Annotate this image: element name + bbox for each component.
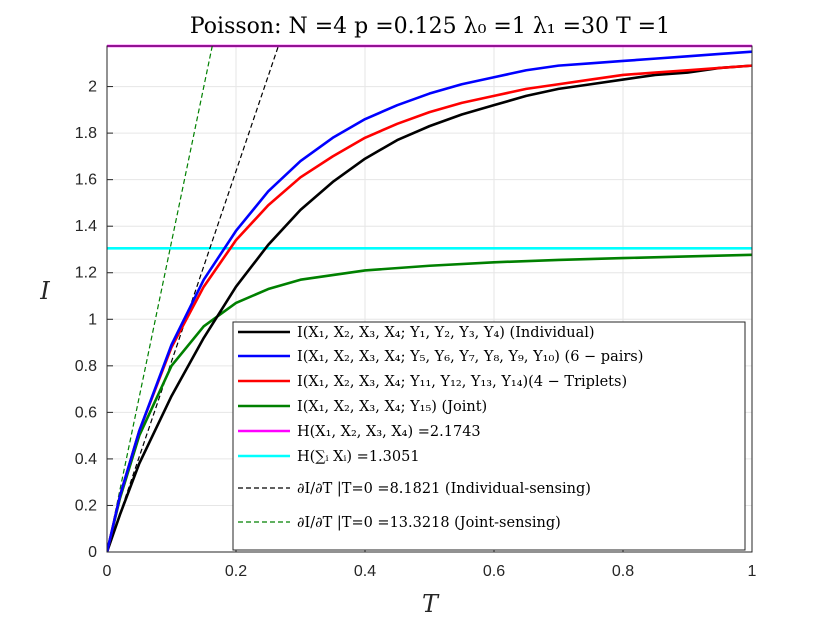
legend-label-4: H(X₁, X₂, X₃, X₄) =2.1743 bbox=[297, 424, 481, 440]
legend-label-3: I(X₁, X₂, X₃, X₄; Y₁₅) (Joint) bbox=[297, 399, 487, 415]
legend-label-5: H(∑ᵢ Xᵢ) =1.3051 bbox=[297, 449, 420, 465]
legend-label-7: ∂I/∂T |T=0 =13.3218 (Joint-sensing) bbox=[297, 515, 561, 531]
y-tick-label: 0 bbox=[88, 544, 97, 561]
series-line-0 bbox=[107, 64, 752, 552]
x-tick-label: 0 bbox=[103, 563, 112, 580]
plot-area-border bbox=[106, 45, 753, 553]
x-tick-label: 0.8 bbox=[612, 563, 634, 580]
series-line-3 bbox=[107, 253, 752, 552]
x-axis-ticks: 0 0.2 0.4 0.6 0.8 1 bbox=[103, 546, 757, 580]
series-line-7 bbox=[107, 45, 213, 552]
x-tick-label: 0.6 bbox=[483, 563, 505, 580]
chart-title: Poisson: N =4 p =0.125 λ₀ =1 λ₁ =30 T =1 bbox=[190, 14, 670, 39]
y-tick-label: 0.6 bbox=[75, 404, 97, 421]
series-line-1 bbox=[107, 50, 752, 552]
y-tick-label: 1.2 bbox=[75, 265, 97, 282]
x-tick-label: 1 bbox=[748, 563, 757, 580]
legend-box bbox=[232, 321, 746, 551]
y-tick-label: 0.4 bbox=[75, 451, 97, 468]
y-tick-label: 2 bbox=[88, 79, 97, 96]
y-axis-ticks: 0 0.2 0.4 0.6 0.8 1 1.2 1.4 1.6 1.8 2 bbox=[75, 79, 113, 561]
legend-label-0: I(X₁, X₂, X₃, X₄; Y₁, Y₂, Y₃, Y₄) (Indiv… bbox=[297, 325, 595, 341]
legend-label-2: I(X₁, X₂, X₃, X₄; Y₁₁, Y₁₂, Y₁₃, Y₁₄)(4 … bbox=[297, 374, 627, 390]
x-axis-label: T bbox=[422, 590, 440, 618]
legend-label-1: I(X₁, X₂, X₃, X₄; Y₅, Y₆, Y₇, Y₈, Y₉, Y₁… bbox=[297, 349, 643, 365]
y-tick-label: 1.6 bbox=[75, 172, 97, 189]
y-tick-label: 0.8 bbox=[75, 358, 97, 375]
y-axis-label: I bbox=[39, 277, 50, 305]
y-tick-label: 1.4 bbox=[75, 218, 97, 235]
x-tick-label: 0.2 bbox=[225, 563, 247, 580]
x-tick-label: 0.4 bbox=[354, 563, 376, 580]
series-line-2 bbox=[107, 64, 752, 552]
legend: I(X₁, X₂, X₃, X₄; Y₁, Y₂, Y₃, Y₄) (Indiv… bbox=[232, 321, 746, 551]
y-tick-label: 1.8 bbox=[75, 125, 97, 142]
y-tick-label: 0.2 bbox=[75, 497, 97, 514]
y-tick-label: 1 bbox=[88, 311, 97, 328]
series-line-6 bbox=[107, 45, 279, 552]
legend-label-6: ∂I/∂T |T=0 =8.1821 (Individual-sensing) bbox=[297, 481, 591, 497]
